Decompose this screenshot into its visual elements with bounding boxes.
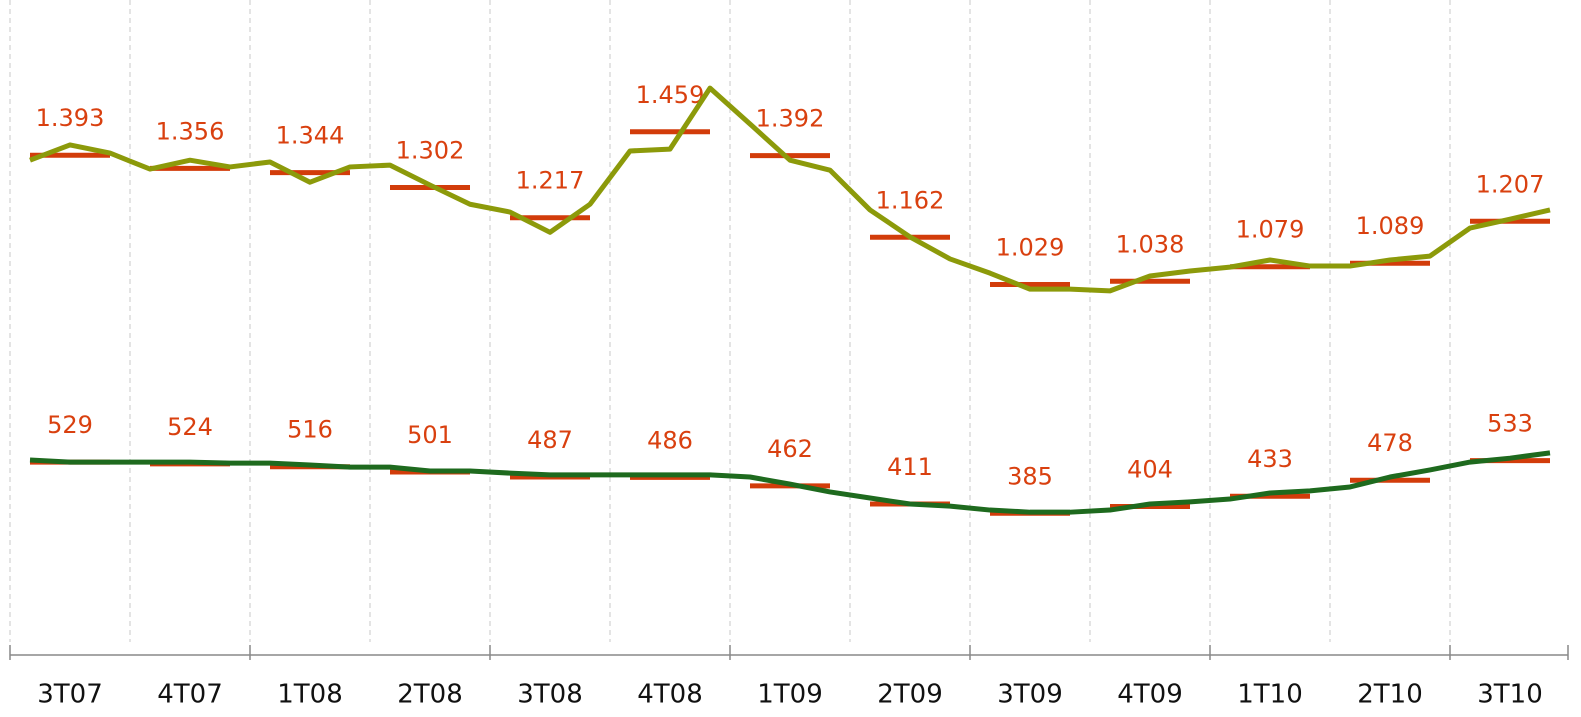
data-label: 1.393 xyxy=(36,104,105,132)
data-label: 533 xyxy=(1487,410,1533,438)
x-tick-label: 3T07 xyxy=(37,680,103,710)
data-label: 1.207 xyxy=(1476,170,1545,198)
x-tick-label: 3T09 xyxy=(997,680,1063,710)
x-tick-label: 1T08 xyxy=(277,680,343,710)
x-tick-label: 2T09 xyxy=(877,680,943,710)
data-label: 524 xyxy=(167,413,213,441)
data-label: 529 xyxy=(47,411,93,439)
data-label: 411 xyxy=(887,453,933,481)
x-tick-label: 2T08 xyxy=(397,680,463,710)
data-label: 1.356 xyxy=(156,117,225,145)
line-series xyxy=(29,85,1551,294)
data-label: 1.079 xyxy=(1236,216,1305,244)
x-tick-label: 1T09 xyxy=(757,680,823,710)
data-label: 385 xyxy=(1007,462,1053,490)
data-label: 487 xyxy=(527,426,573,454)
data-label: 1.217 xyxy=(516,167,585,195)
data-label: 1.029 xyxy=(996,234,1065,262)
data-label: 462 xyxy=(767,435,813,463)
x-tick-label: 1T10 xyxy=(1237,680,1303,710)
data-label: 1.302 xyxy=(396,137,465,165)
data-label: 501 xyxy=(407,421,453,449)
x-tick-label: 4T09 xyxy=(1117,680,1183,710)
data-label: 1.344 xyxy=(276,122,345,150)
data-label: 1.162 xyxy=(876,186,945,214)
data-label: 1.392 xyxy=(756,105,825,133)
x-tick-label: 3T10 xyxy=(1477,680,1543,710)
data-label: 478 xyxy=(1367,429,1413,457)
x-tick-label: 4T07 xyxy=(157,680,223,710)
data-label: 433 xyxy=(1247,445,1293,473)
x-tick-label: 2T10 xyxy=(1357,680,1423,710)
data-label: 1.089 xyxy=(1356,212,1425,240)
line-series xyxy=(29,450,1551,515)
data-label: 404 xyxy=(1127,456,1173,484)
data-label: 1.459 xyxy=(636,81,705,109)
x-tick-label: 4T08 xyxy=(637,680,703,710)
x-tick-label: 3T08 xyxy=(517,680,583,710)
data-label: 1.038 xyxy=(1116,230,1185,258)
data-label: 516 xyxy=(287,416,333,444)
data-label: 486 xyxy=(647,426,693,454)
